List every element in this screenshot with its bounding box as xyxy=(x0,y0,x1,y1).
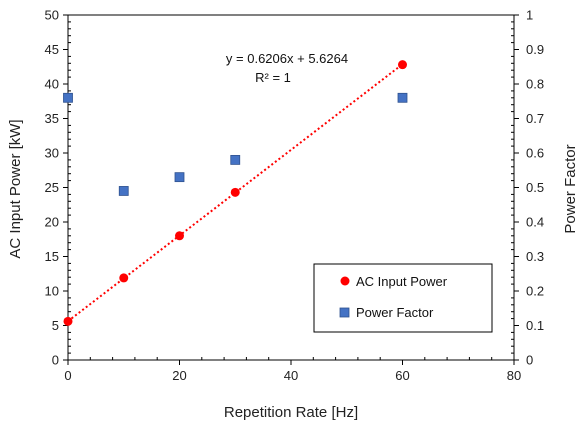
x-axis-tick-label: 80 xyxy=(507,368,521,383)
marks-layer xyxy=(63,60,408,326)
trendline-equation: y = 0.6206x + 5.6264 xyxy=(226,51,348,66)
y-axis-left-tick-label: 15 xyxy=(45,249,59,264)
y-axis-left-tick-label: 35 xyxy=(45,111,59,126)
legend-marker-ac-input-power xyxy=(340,276,350,286)
point-ac-input-power xyxy=(119,273,129,283)
y-axis-right-tick-label: 0.7 xyxy=(526,111,544,126)
y-axis-left-tick-label: 25 xyxy=(45,180,59,195)
point-ac-input-power xyxy=(175,231,184,241)
y-axis-left-tick-label: 50 xyxy=(45,8,59,23)
x-axis-tick-label: 60 xyxy=(395,368,409,383)
legend-box xyxy=(313,263,493,333)
legend-label-ac-input-power: AC Input Power xyxy=(356,274,448,289)
y-axis-right-tick-label: 0.8 xyxy=(526,77,544,92)
x-axis-title: Repetition Rate [Hz] xyxy=(224,404,358,421)
y-axis-left-title: AC Input Power [kW] xyxy=(7,119,24,258)
legend: AC Input Power Power Factor xyxy=(313,263,493,333)
point-power-factor xyxy=(63,92,73,103)
x-axis-tick-label: 40 xyxy=(284,368,298,383)
y-axis-left-tick-label: 30 xyxy=(45,146,59,161)
y-axis-right-title: Power Factor xyxy=(562,144,579,233)
legend-label-power-factor: Power Factor xyxy=(356,305,434,320)
y-axis-left-tick-label: 0 xyxy=(52,353,59,368)
x-axis-tick-label: 20 xyxy=(172,368,186,383)
y-axis-right-tick-label: 0.3 xyxy=(526,249,544,264)
y-axis-right-tick-label: 0 xyxy=(526,353,533,368)
y-axis-left-tick-label: 5 xyxy=(52,318,59,333)
axes-layer: 0510152025303540455000.10.20.30.40.50.60… xyxy=(45,8,545,384)
y-axis-left-tick-label: 20 xyxy=(45,215,59,230)
point-ac-input-power xyxy=(398,60,407,70)
y-axis-left-tick-label: 45 xyxy=(45,42,59,57)
point-power-factor xyxy=(230,154,241,165)
y-axis-right-tick-label: 0.9 xyxy=(526,42,544,57)
y-axis-right-tick-label: 0.6 xyxy=(526,146,544,161)
y-axis-left-tick-label: 40 xyxy=(45,77,59,92)
point-ac-input-power xyxy=(63,316,73,326)
y-axis-right-tick-label: 0.5 xyxy=(526,180,544,195)
point-ac-input-power xyxy=(230,187,240,197)
point-power-factor xyxy=(118,186,129,196)
y-axis-right-tick-label: 0.2 xyxy=(526,284,544,299)
x-axis-tick-label: 0 xyxy=(64,368,71,383)
point-power-factor xyxy=(174,172,185,183)
trendline xyxy=(67,63,404,322)
y-axis-right-tick-label: 0.1 xyxy=(526,318,544,333)
trendline-r-squared: R² = 1 xyxy=(255,70,291,85)
point-power-factor xyxy=(397,92,408,103)
trendline-layer xyxy=(67,63,404,322)
y-axis-right-tick-label: 1 xyxy=(526,8,533,23)
y-axis-left-tick-label: 10 xyxy=(45,284,59,299)
y-axis-right-tick-label: 0.4 xyxy=(526,215,544,230)
legend-marker-power-factor xyxy=(339,307,350,318)
